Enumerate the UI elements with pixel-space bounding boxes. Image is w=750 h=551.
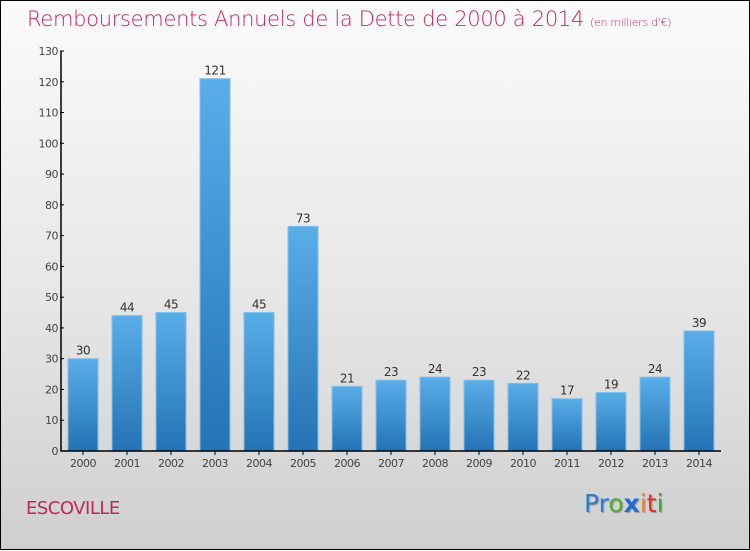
- x-axis: 2000 2001 2002 2003 2004 2005 2006 2007 2008 2009…: [61, 450, 721, 470]
- x-tick-label-2006: 2006: [334, 457, 360, 470]
- x-tick-label-2011: 2011: [554, 457, 580, 470]
- x-tick-label-2003: 2003: [202, 457, 228, 470]
- city-name: ESCOVILLE: [26, 498, 120, 519]
- y-tick-label: 70: [45, 230, 58, 243]
- logo-letter: i: [656, 489, 664, 518]
- bar-2006[interactable]: [331, 385, 363, 452]
- x-tick-label-2002: 2002: [158, 457, 184, 470]
- bar-2014[interactable]: [683, 330, 715, 452]
- x-tick-label-2005: 2005: [290, 457, 316, 470]
- x-tick-label-2012: 2012: [598, 457, 624, 470]
- y-tick-label: 20: [45, 383, 58, 396]
- value-label-2002: 45: [164, 298, 178, 312]
- logo-letter: x: [623, 489, 640, 518]
- logo-letter: t: [646, 489, 657, 518]
- value-label-2006: 21: [340, 371, 354, 385]
- y-tick-label: 50: [45, 291, 58, 304]
- bar-2005[interactable]: [287, 225, 319, 452]
- y-tick-label: 40: [45, 322, 58, 335]
- value-label-2005: 73: [296, 211, 310, 225]
- x-tick-label-2004: 2004: [246, 457, 272, 470]
- proxiti-logo[interactable]: Proxiti: [584, 489, 664, 518]
- value-label-2007: 23: [384, 365, 398, 379]
- bar-2010[interactable]: [507, 382, 539, 452]
- x-tick-label-2007: 2007: [378, 457, 404, 470]
- value-label-2013: 24: [648, 362, 662, 376]
- bar-2003[interactable]: [199, 78, 231, 452]
- value-label-2010: 22: [516, 368, 530, 382]
- value-label-2009: 23: [472, 365, 486, 379]
- logo-letter: r: [598, 489, 609, 518]
- value-label-2008: 24: [428, 362, 442, 376]
- bar-2001[interactable]: [111, 315, 143, 452]
- value-label-2000: 30: [76, 344, 90, 358]
- x-tick-label-2000: 2000: [70, 457, 96, 470]
- bar-2000[interactable]: [67, 358, 99, 452]
- bar-2011[interactable]: [551, 398, 583, 452]
- value-label-2011: 17: [560, 384, 574, 398]
- y-tick-label: 100: [39, 137, 59, 150]
- value-label-2012: 19: [604, 378, 618, 392]
- y-tick-label: 130: [39, 45, 59, 58]
- logo-letter: i: [639, 489, 647, 518]
- chart-title: Remboursements Annuels de la Dette de 20…: [27, 7, 671, 31]
- bar-2012[interactable]: [595, 392, 627, 452]
- y-tick-label: 60: [45, 260, 58, 273]
- bar-2009[interactable]: [463, 379, 495, 452]
- y-axis: 0 10 20 30 40 50 60 70 80 90 100 110 120 130: [39, 45, 64, 458]
- chart-title-unit: (en milliers d'€): [590, 16, 672, 29]
- y-tick-label: 30: [45, 353, 58, 366]
- value-label-2004: 45: [252, 298, 266, 312]
- x-tick-label-2013: 2013: [642, 457, 668, 470]
- bar-2002[interactable]: [155, 312, 187, 452]
- bar-2007[interactable]: [375, 379, 407, 452]
- value-label-2014: 39: [692, 316, 706, 330]
- value-label-2001: 44: [120, 301, 134, 315]
- x-tick-label-2008: 2008: [422, 457, 448, 470]
- y-tick-label: 110: [39, 107, 59, 120]
- bar-2008[interactable]: [419, 376, 451, 452]
- bar-2004[interactable]: [243, 312, 275, 452]
- value-label-2003: 121: [204, 64, 225, 78]
- x-tick-label-2014: 2014: [686, 457, 712, 470]
- logo-letter: o: [608, 489, 624, 518]
- logo-letter: P: [584, 489, 599, 518]
- bars-group: 30 44 45 121 45 73 21 23 24 23 22 17 19 24 39: [67, 64, 715, 452]
- y-tick-label: 120: [39, 76, 59, 89]
- x-tick-label-2001: 2001: [114, 457, 140, 470]
- y-tick-label: 80: [45, 199, 58, 212]
- chart-title-main: Remboursements Annuels de la Dette de 20…: [27, 7, 584, 31]
- y-tick-label: 90: [45, 168, 58, 181]
- x-tick-label-2009: 2009: [466, 457, 492, 470]
- y-tick-label: 10: [45, 414, 58, 427]
- y-tick-label: 0: [52, 445, 59, 458]
- bar-2013[interactable]: [639, 376, 671, 452]
- x-tick-label-2010: 2010: [510, 457, 536, 470]
